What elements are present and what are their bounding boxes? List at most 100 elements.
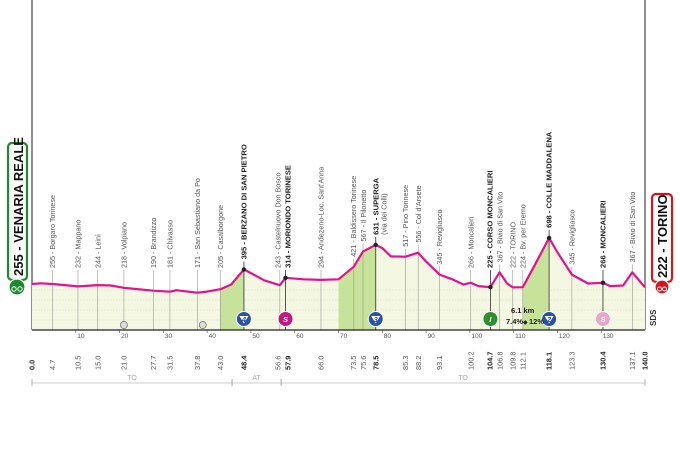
province-bar: TO AT TO <box>31 375 646 386</box>
climb-gradient: 7.4% <box>506 317 523 326</box>
intermediate-marker-icon <box>482 311 499 327</box>
km-label: 10.5 <box>74 356 83 370</box>
km-label: 137.1 <box>628 352 637 371</box>
km-label: 93.1 <box>435 356 444 370</box>
marker-text: S <box>283 315 288 324</box>
marker-text: S <box>600 315 605 324</box>
place-labels: 255 - Borgaro Torinese 232 - Mappano 244 -… <box>48 131 637 290</box>
start-badge: 255 - VENARIA REALE <box>6 137 29 296</box>
sprint-marker-icon <box>277 311 294 327</box>
place-label: 567 - Il Pilonetto <box>359 190 368 242</box>
place-label: 631 - SUPERGA <box>371 177 380 234</box>
place-label: 367 - Bivio di San Vito <box>628 192 637 263</box>
place-label: 181 - Chivasso <box>166 220 175 268</box>
km-label: 123.3 <box>568 352 577 371</box>
marker-text: 2 <box>546 315 552 324</box>
place-label: 243 - Castelnuovo Don Bosco <box>273 173 282 269</box>
place-label: 294 - Andezeno-Loc. Sant'Anna <box>317 167 326 268</box>
tick-label: 30 <box>165 333 173 340</box>
km-label: 88.2 <box>414 356 423 370</box>
tick-label: 60 <box>296 333 304 340</box>
start-label: 255 - VENARIA REALE <box>11 137 26 276</box>
place-label: 171 - San Sebastiano da Po <box>193 178 202 268</box>
km-label: 100.2 <box>466 352 475 371</box>
place-label: 244 - Leinì <box>93 234 102 268</box>
wheel-icon <box>11 286 17 292</box>
km-label: 109.8 <box>508 352 517 371</box>
profile-area <box>31 0 646 330</box>
climb-length: 6.1 km <box>511 306 535 315</box>
point-dot <box>283 275 288 281</box>
km-label: 43.0 <box>216 356 225 370</box>
place-label: 266 - Moncalieri <box>466 216 475 268</box>
marker-text: I <box>489 315 492 324</box>
km-label: 0.0 <box>28 360 37 370</box>
km-label: 118.1 <box>545 352 554 370</box>
tick-label: 130 <box>603 333 614 340</box>
tick-label: 50 <box>252 333 260 340</box>
climb-info: 6.1 km 7.4% ◆ 12% <box>506 306 544 326</box>
marker-text: 3 <box>374 315 379 324</box>
km-label: 85.3 <box>401 356 410 370</box>
km-label: 73.5 <box>349 356 358 370</box>
marker-text: 4 <box>241 315 247 324</box>
province-label: TO <box>458 375 468 382</box>
climb-zone <box>338 244 376 330</box>
place-sublabel: (via dei Colli) <box>379 193 388 235</box>
place-label: 222 - TORINO <box>508 222 517 268</box>
finish-label: 222 - TORINO <box>655 194 670 278</box>
tick-label: 40 <box>209 333 217 340</box>
km-label: 75.6 <box>359 356 368 370</box>
km-label: 78.5 <box>371 356 380 370</box>
finish-badge: 222 - TORINO <box>650 192 674 295</box>
km-label: 112.1 <box>518 352 527 370</box>
km-label: 56.6 <box>273 356 282 370</box>
km-label: 104.7 <box>486 352 495 371</box>
feed-zone-icon <box>198 321 207 329</box>
triangle-icon <box>239 316 249 324</box>
place-label: 345 - Revigliasco <box>435 209 444 264</box>
place-label: 266 - MONCALIERI <box>599 200 608 268</box>
point-dot <box>546 235 552 241</box>
km-label: 27.7 <box>149 356 158 370</box>
tick-label: 70 <box>340 333 348 340</box>
place-label: 232 - Mappano <box>74 220 83 268</box>
tick-label: 110 <box>515 333 526 340</box>
triangle-icon <box>544 316 554 324</box>
place-label: 698 - COLLE MADDALENA <box>545 131 554 228</box>
km-label: 66.0 <box>317 356 326 370</box>
tick-label: 90 <box>428 333 436 340</box>
tick-label: 100 <box>471 333 482 340</box>
place-label: 224 - Bv. per Eremo <box>518 204 527 268</box>
feed-zone-icon <box>120 321 128 329</box>
place-label: 255 - Borgaro Torinese <box>48 195 57 268</box>
point-dot <box>241 267 247 272</box>
place-label: 556 - Col d'Arsete <box>414 185 423 242</box>
km-label: 21.0 <box>120 356 129 370</box>
km-label: 106.8 <box>496 352 505 371</box>
province-label: TO <box>127 375 137 382</box>
tick-label: 10 <box>77 333 85 340</box>
markers: 4 S 3 I 2 S <box>120 311 611 329</box>
km-label: 140.0 <box>641 352 650 371</box>
tick-label: 20 <box>121 333 129 340</box>
brand-mark: SDS <box>649 309 658 326</box>
climb-max-gradient: 12% <box>529 317 544 326</box>
tick-label: 80 <box>384 333 392 340</box>
triangle-icon <box>371 316 381 324</box>
place-label: 345 - Revigliasco <box>568 209 577 264</box>
point-dot <box>373 242 378 248</box>
km-label: 48.4 <box>240 355 249 370</box>
cyclist-icon <box>654 279 670 295</box>
wheel-icon <box>662 286 667 292</box>
km-label: 31.5 <box>166 356 175 370</box>
climb-zone <box>522 237 550 330</box>
place-label: 314 - MORIONDO TORINESE <box>283 165 292 268</box>
point-dot <box>488 284 493 290</box>
place-label: 517 - Pino Torinese <box>401 185 410 247</box>
place-label: 190 - Brandizzo <box>149 218 158 268</box>
wheel-icon <box>657 286 662 292</box>
wheel-icon <box>17 286 23 292</box>
diamond-icon: ◆ <box>523 320 528 326</box>
